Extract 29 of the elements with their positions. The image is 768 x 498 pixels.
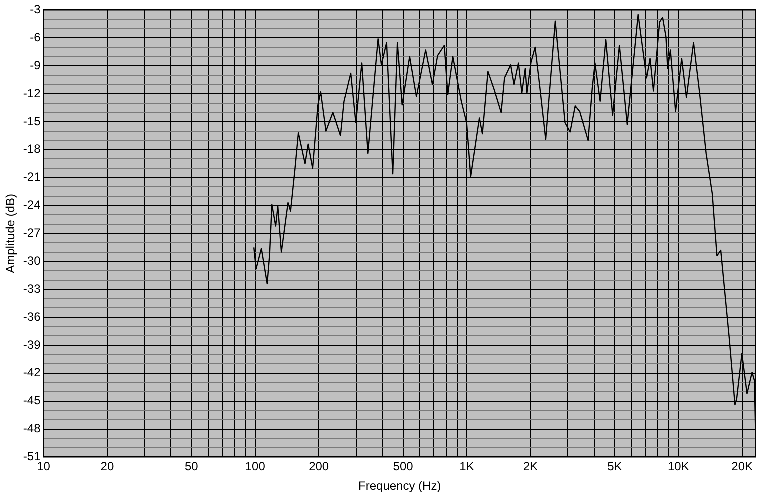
y-tick-label: -33 bbox=[23, 282, 42, 296]
x-tick-label: 1K bbox=[460, 460, 474, 474]
y-tick-label: -21 bbox=[23, 170, 42, 184]
y-tick-label: -27 bbox=[23, 226, 42, 240]
x-tick-label: 2K bbox=[523, 460, 538, 474]
y-tick-label: -42 bbox=[23, 366, 42, 380]
x-tick-label: 200 bbox=[309, 460, 330, 474]
x-tick-label: 20K bbox=[732, 460, 754, 474]
y-tick-label: -12 bbox=[23, 86, 42, 100]
x-tick-label: 20 bbox=[100, 460, 114, 474]
y-tick-label: -18 bbox=[23, 142, 42, 156]
x-tick-label: 50 bbox=[184, 460, 199, 474]
y-tick-label: -6 bbox=[30, 30, 42, 44]
y-tick-label: -9 bbox=[30, 58, 42, 72]
y-tick-label: -45 bbox=[23, 394, 42, 408]
x-tick-label: 500 bbox=[393, 460, 414, 474]
y-tick-label: -24 bbox=[23, 198, 42, 212]
x-axis-title: Frequency (Hz) bbox=[358, 479, 442, 494]
y-tick-label: -30 bbox=[23, 254, 42, 268]
y-tick-label: -36 bbox=[23, 310, 42, 324]
y-tick-label: -3 bbox=[30, 2, 42, 17]
y-tick-label: -48 bbox=[23, 422, 42, 436]
x-tick-label: 10K bbox=[668, 460, 690, 474]
x-tick-label: 10 bbox=[37, 460, 51, 474]
x-tick-label: 5K bbox=[608, 460, 622, 474]
y-tick-label: -15 bbox=[23, 114, 42, 128]
x-tick-label: 100 bbox=[245, 460, 266, 474]
y-tick-label: -39 bbox=[23, 338, 42, 352]
y-axis-title: Amplitude (dB) bbox=[4, 194, 18, 274]
